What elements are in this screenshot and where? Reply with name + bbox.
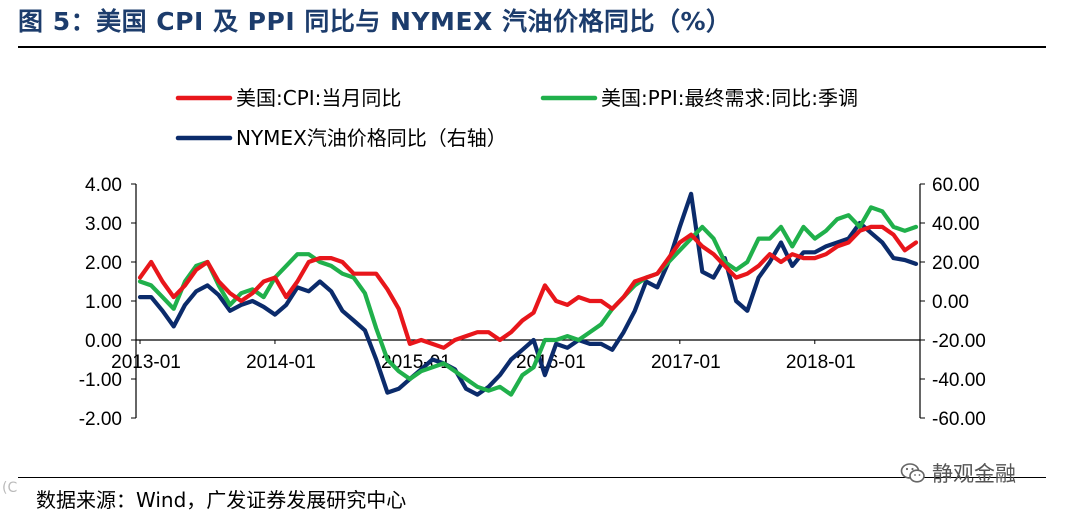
left-tick-label: 3.00 [85, 214, 122, 235]
right-tick-label: -60.00 [932, 409, 986, 430]
left-tick-label: -2.00 [79, 409, 122, 430]
legend-label-0: 美国:CPI:当月同比 [236, 86, 401, 110]
legend-label-1: 美国:PPI:最终需求:同比:季调 [601, 86, 858, 110]
legend-label-2: NYMEX汽油价格同比（右轴） [236, 126, 507, 150]
watermark-text: 静观金融 [932, 462, 1016, 486]
right-tick-label: 60.00 [932, 175, 980, 196]
series-line-0 [137, 224, 919, 350]
plot-area [137, 191, 919, 397]
axes: 4.00 3.00 2.00 1.00 0.00 -1.00 -2.00 60.00 40.00… [79, 175, 986, 430]
left-tick-label: 0.00 [85, 331, 122, 352]
watermark: 静观金融 [900, 458, 1016, 488]
x-tick-label: 2014-01 [246, 352, 316, 373]
left-tick-label: 1.00 [85, 292, 122, 313]
chart-title: 图 5：美国 CPI 及 PPI 同比与 NYMEX 汽油价格同比（%） [18, 7, 732, 36]
right-tick-label: -20.00 [932, 331, 986, 352]
series-line-2 [137, 191, 919, 397]
x-tick-label: 2013-01 [111, 352, 181, 373]
x-tick-label: 2018-01 [786, 352, 856, 373]
left-tick-label: 4.00 [85, 175, 122, 196]
wechat-icon [900, 463, 925, 483]
corner-mark: (C [2, 480, 18, 496]
right-tick-label: 0.00 [932, 292, 969, 313]
right-tick-label: 20.00 [932, 253, 980, 274]
series-line-1 [137, 205, 919, 397]
data-source: 数据来源：Wind，广发证券发展研究中心 [36, 488, 407, 512]
chart: 美国:CPI:当月同比 美国:PPI:最终需求:同比:季调 NYMEX汽油价格同比（… [79, 86, 986, 430]
footer-rule [18, 477, 1046, 478]
legend: 美国:CPI:当月同比 美国:PPI:最终需求:同比:季调 NYMEX汽油价格同比（… [175, 86, 858, 150]
left-tick-label: 2.00 [85, 253, 122, 274]
right-tick-label: -40.00 [932, 370, 986, 391]
left-tick-label: -1.00 [79, 370, 122, 391]
right-tick-label: 40.00 [932, 214, 980, 235]
title-rule [18, 46, 1046, 48]
x-tick-label: 2017-01 [651, 352, 721, 373]
